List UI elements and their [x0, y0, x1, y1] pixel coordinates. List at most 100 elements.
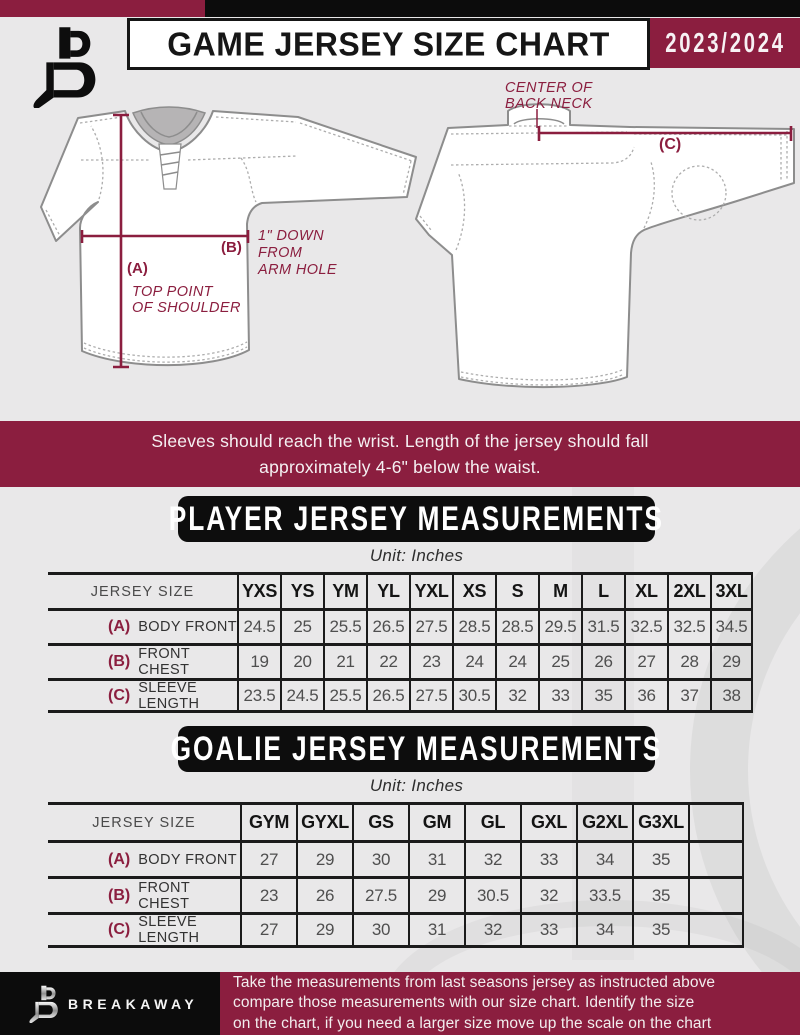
value-cell: 34.5: [710, 608, 753, 643]
goalie-unit-label: Unit: Inches: [369, 776, 464, 795]
row-label-cell: (A) BODY FRONT: [48, 840, 240, 876]
row-title: FRONT CHEST: [138, 646, 190, 678]
player-section-banner: PLAYER JERSEY MEASUREMENTS: [169, 496, 662, 542]
value-cell: 35: [632, 876, 688, 912]
value-cell: 26: [581, 643, 624, 678]
size-header-cell: GXL: [520, 802, 576, 840]
footer-instruction-line-3: on the chart, if you need a larger size …: [233, 1014, 712, 1032]
value-cell: 23: [240, 876, 296, 912]
size-header-cell: G3XL: [632, 802, 688, 840]
value-cell: 28.5: [452, 608, 495, 643]
footer-instruction-line-2: compare those measurements with our size…: [233, 994, 695, 1012]
row-title: FRONT CHEST: [138, 879, 190, 912]
value-cell: 36: [624, 678, 667, 713]
front-jersey-illustration: [40, 106, 417, 367]
value-cell: 24: [452, 643, 495, 678]
row-tag: (C): [108, 686, 131, 704]
value-cell: 30: [352, 912, 408, 948]
size-header-cell: XS: [452, 572, 495, 608]
value-cell: 38: [710, 678, 753, 713]
row-tag: (C): [108, 921, 131, 938]
top-strip-black: [205, 0, 800, 17]
goalie-section-banner: GOALIE JERSEY MEASUREMENTS: [171, 726, 660, 772]
value-cell: 27: [240, 912, 296, 948]
value-cell: 31.5: [581, 608, 624, 643]
measure-a-note-2: OF SHOULDER: [132, 300, 241, 316]
value-cell: 35: [632, 912, 688, 948]
value-cell: 28.5: [495, 608, 538, 643]
measure-b-tag: (B): [221, 239, 242, 256]
value-cell: 31: [408, 840, 464, 876]
row-label-cell: (C) SLEEVE LENGTH: [48, 912, 240, 948]
page-title-text: GAME JERSEY SIZE CHART: [167, 24, 610, 63]
value-cell: [688, 876, 744, 912]
value-cell: 26.5: [366, 608, 409, 643]
footer-brand-text: BREAKAWAY: [68, 995, 199, 1012]
value-cell: 22: [366, 643, 409, 678]
value-cell: 30: [352, 840, 408, 876]
value-cell: 32.5: [624, 608, 667, 643]
size-header-cell: YL: [366, 572, 409, 608]
row-title: SLEEVE LENGTH: [138, 914, 200, 946]
value-cell: 32: [464, 840, 520, 876]
size-header-cell: GYXL: [296, 802, 352, 840]
player-unit-label: Unit: Inches: [369, 546, 464, 565]
size-header-cell: GYM: [240, 802, 296, 840]
row-tag: (B): [108, 653, 131, 670]
player-size-table: JERSEY SIZE YXS YS YM YL YXL XS S M L XL 2XL 3XL (A) B…: [48, 572, 753, 713]
size-header-cell: M: [538, 572, 581, 608]
value-cell: 35: [581, 678, 624, 713]
value-cell: 32: [520, 876, 576, 912]
goalie-section-title: GOALIE JERSEY MEASUREMENTS: [170, 729, 663, 768]
player-section-title: PLAYER JERSEY MEASUREMENTS: [169, 499, 664, 538]
size-header-cell: YS: [280, 572, 323, 608]
row-title: SLEEVE LENGTH: [138, 679, 200, 712]
back-jersey-illustration: [415, 103, 795, 389]
value-cell: 21: [323, 643, 366, 678]
value-cell: 25: [538, 643, 581, 678]
size-header-cell: S: [495, 572, 538, 608]
top-strip-maroon: [0, 0, 205, 17]
table-corner-header: JERSEY SIZE: [48, 802, 240, 840]
table-corner-header: JERSEY SIZE: [48, 572, 237, 608]
value-cell: 27.5: [409, 678, 452, 713]
fit-notice-line-1: Sleeves should reach the wrist. Length o…: [151, 431, 649, 451]
value-cell: 33: [520, 840, 576, 876]
row-tag: (A): [108, 618, 131, 635]
value-cell: 34: [576, 840, 632, 876]
value-cell: 25.5: [323, 678, 366, 713]
row-title: BODY FRONT: [138, 619, 238, 635]
breakaway-logo-icon: [33, 27, 96, 108]
measure-a-note-1: TOP POINT: [132, 284, 214, 300]
fit-notice-line-2: approximately 4-6" below the waist.: [259, 457, 541, 477]
value-cell: 30.5: [464, 876, 520, 912]
value-cell: 19: [237, 643, 280, 678]
value-cell: 25: [280, 608, 323, 643]
value-cell: 29: [296, 840, 352, 876]
footer-instruction-line-1: Take the measurements from last seasons …: [233, 973, 716, 991]
measure-a-tag: (A): [127, 260, 148, 277]
row-label-cell: (C) SLEEVE LENGTH: [48, 678, 237, 713]
measure-c-note-2: BACK NECK: [505, 96, 593, 112]
value-cell: 24.5: [280, 678, 323, 713]
jersey-diagram: (A) TOP POINT OF SHOULDER (B) 1" DOWN FR…: [40, 80, 795, 389]
footer-brand-block: BREAKAWAY: [0, 972, 220, 1035]
value-cell: [688, 840, 744, 876]
value-cell: 32: [495, 678, 538, 713]
size-header-cell: L: [581, 572, 624, 608]
value-cell: 33.5: [576, 876, 632, 912]
value-cell: 24: [495, 643, 538, 678]
value-cell: 32: [464, 912, 520, 948]
size-header-cell: G2XL: [576, 802, 632, 840]
season-text: 2023/2024: [664, 26, 786, 58]
measure-b-note-3: ARM HOLE: [257, 262, 337, 278]
value-cell: 24.5: [237, 608, 280, 643]
row-label-cell: (A) BODY FRONT: [48, 608, 237, 643]
measure-c-tag: (C): [659, 136, 681, 153]
value-cell: 27.5: [409, 608, 452, 643]
value-cell: 34: [576, 912, 632, 948]
size-header-cell: YXL: [409, 572, 452, 608]
row-tag: (B): [108, 886, 131, 904]
value-cell: 23: [409, 643, 452, 678]
